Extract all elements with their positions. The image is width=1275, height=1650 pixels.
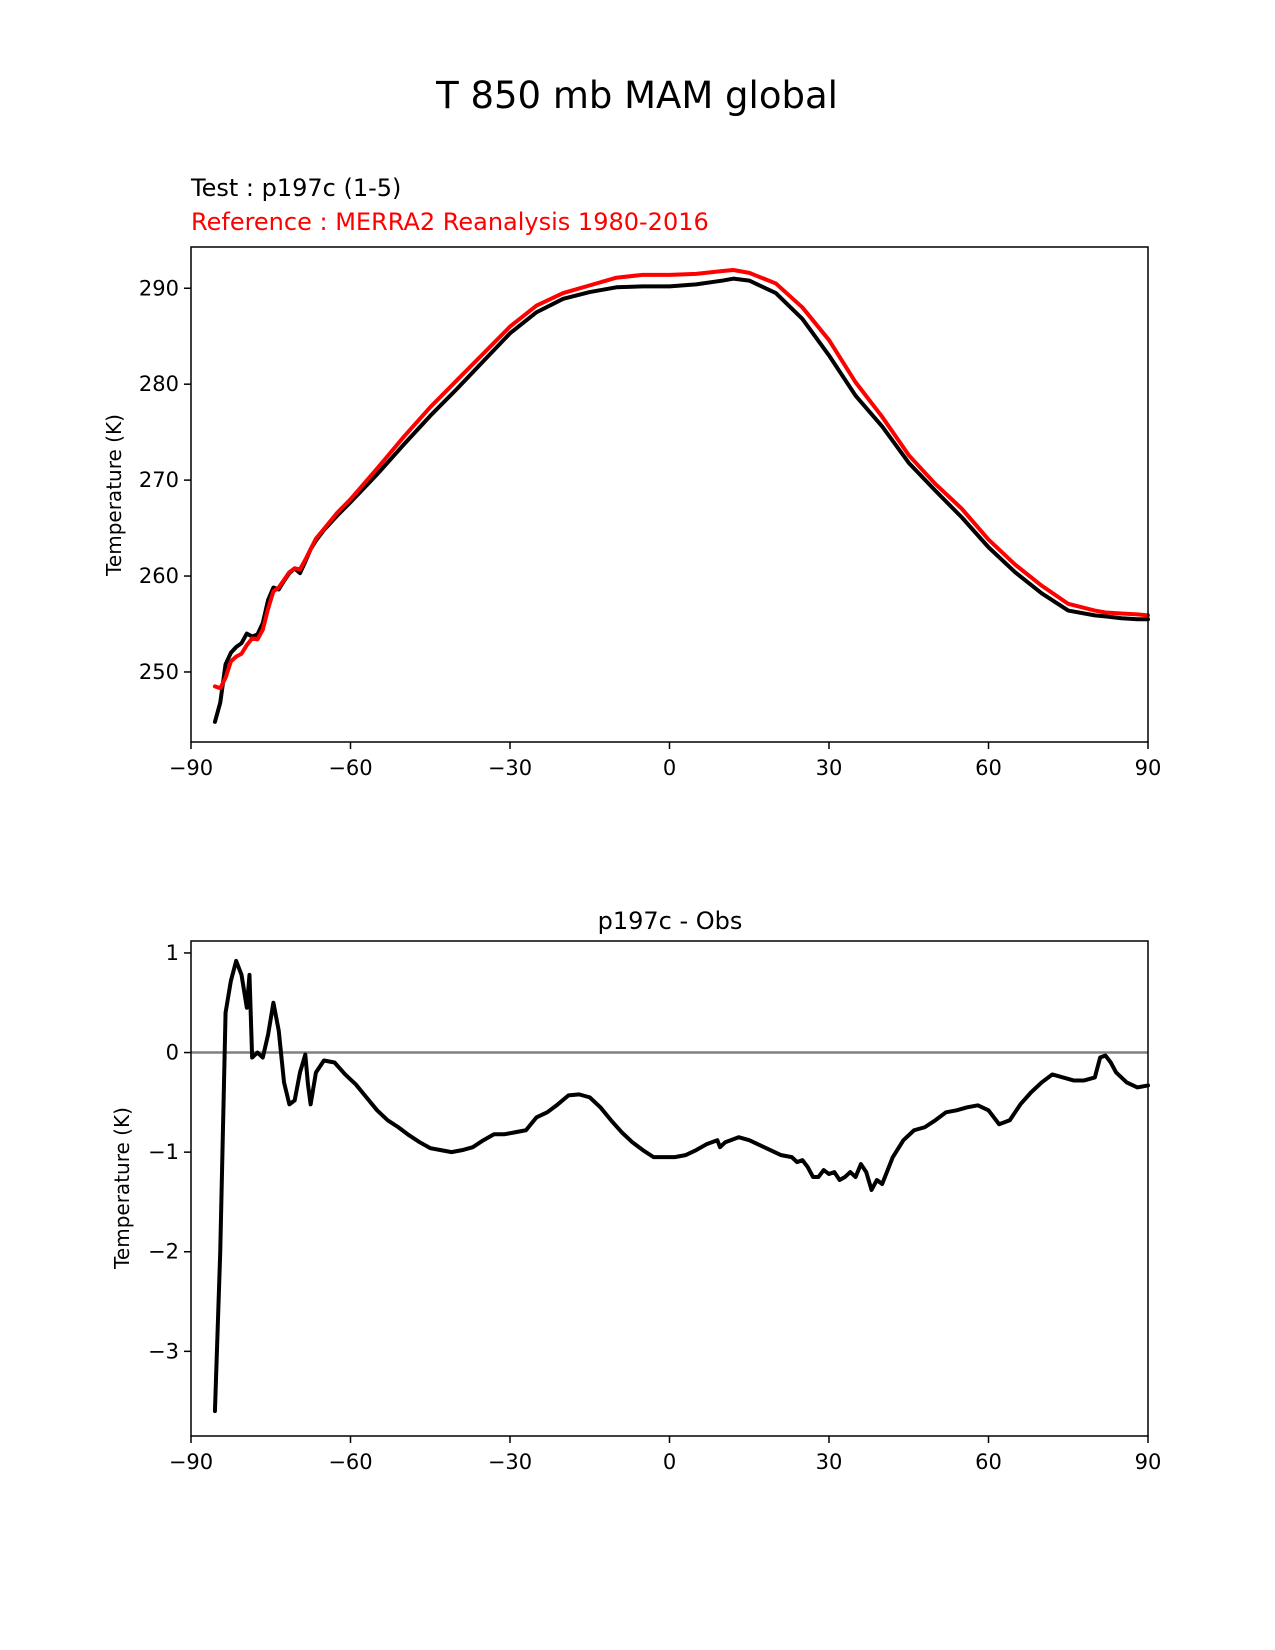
top-y-tick-label: 280 [139,372,179,396]
top-axes-frame [190,246,1149,743]
bottom-x-tick-label: 90 [1135,1450,1162,1474]
bottom-x-tick-label: 60 [975,1450,1002,1474]
top-x-tick-label: 30 [816,756,843,780]
bottom-x-tick-label: 0 [663,1450,676,1474]
bottom-y-axis-label: Temperature (K) [110,1107,134,1270]
bottom-y-tick-label: −2 [148,1240,179,1264]
test-label: Test : p197c (1-5) [190,174,401,202]
bottom-series-line-p197c-obs [212,958,1150,1414]
top-x-tick-label: −90 [169,756,213,780]
bottom-plot-area: −90 −60 −30 0 30 60 90 −3 −2 −1 0 1 [148,941,1161,1474]
top-y-tick-label: 260 [139,564,179,588]
bottom-x-tick-label: −90 [169,1450,213,1474]
top-x-tick-label: 60 [975,756,1002,780]
bottom-y-tick-label: −3 [148,1339,179,1363]
bottom-y-tick-label: −1 [148,1140,179,1164]
panel-bottom: p197c - Obs −90 −60 −30 0 30 60 90 −3 −2 −1 0 1 Tem… [110,907,1161,1474]
top-x-tick-label: 0 [663,756,676,780]
top-x-tick-label: −60 [328,756,372,780]
bottom-y-tick-label: 0 [166,1041,179,1065]
figure-title: T 850 mb MAM global [435,74,838,117]
top-y-axis-label: Temperature (K) [102,414,126,577]
reference-label: Reference : MERRA2 Reanalysis 1980-2016 [191,208,709,236]
bottom-x-tick-label: 30 [816,1450,843,1474]
top-y-tick-label: 290 [139,276,179,300]
bottom-panel-title: p197c - Obs [598,907,743,935]
bottom-axes-frame [190,940,1149,1437]
top-series-line-reference [212,268,1150,691]
bottom-x-tick-label: −60 [328,1450,372,1474]
top-y-tick-label: 270 [139,468,179,492]
top-plot-area: −90 −60 −30 0 30 60 90 250 260 270 280 290 [139,268,1162,780]
bottom-x-tick-label: −30 [488,1450,532,1474]
top-y-tick-label: 250 [139,660,179,684]
panel-top: Test : p197c (1-5) Reference : MERRA2 Re… [102,174,1161,780]
top-x-tick-label: −30 [488,756,532,780]
top-x-tick-label: 90 [1135,756,1162,780]
bottom-y-tick-label: 1 [166,941,179,965]
